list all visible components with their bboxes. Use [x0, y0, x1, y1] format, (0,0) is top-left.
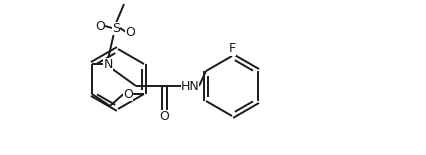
Text: N: N	[104, 58, 113, 71]
Text: O: O	[159, 109, 169, 122]
Text: S: S	[112, 22, 120, 35]
Text: HN: HN	[181, 80, 199, 93]
Text: O: O	[95, 20, 105, 33]
Text: F: F	[228, 42, 236, 55]
Text: O: O	[125, 26, 135, 38]
Text: O: O	[123, 88, 133, 100]
